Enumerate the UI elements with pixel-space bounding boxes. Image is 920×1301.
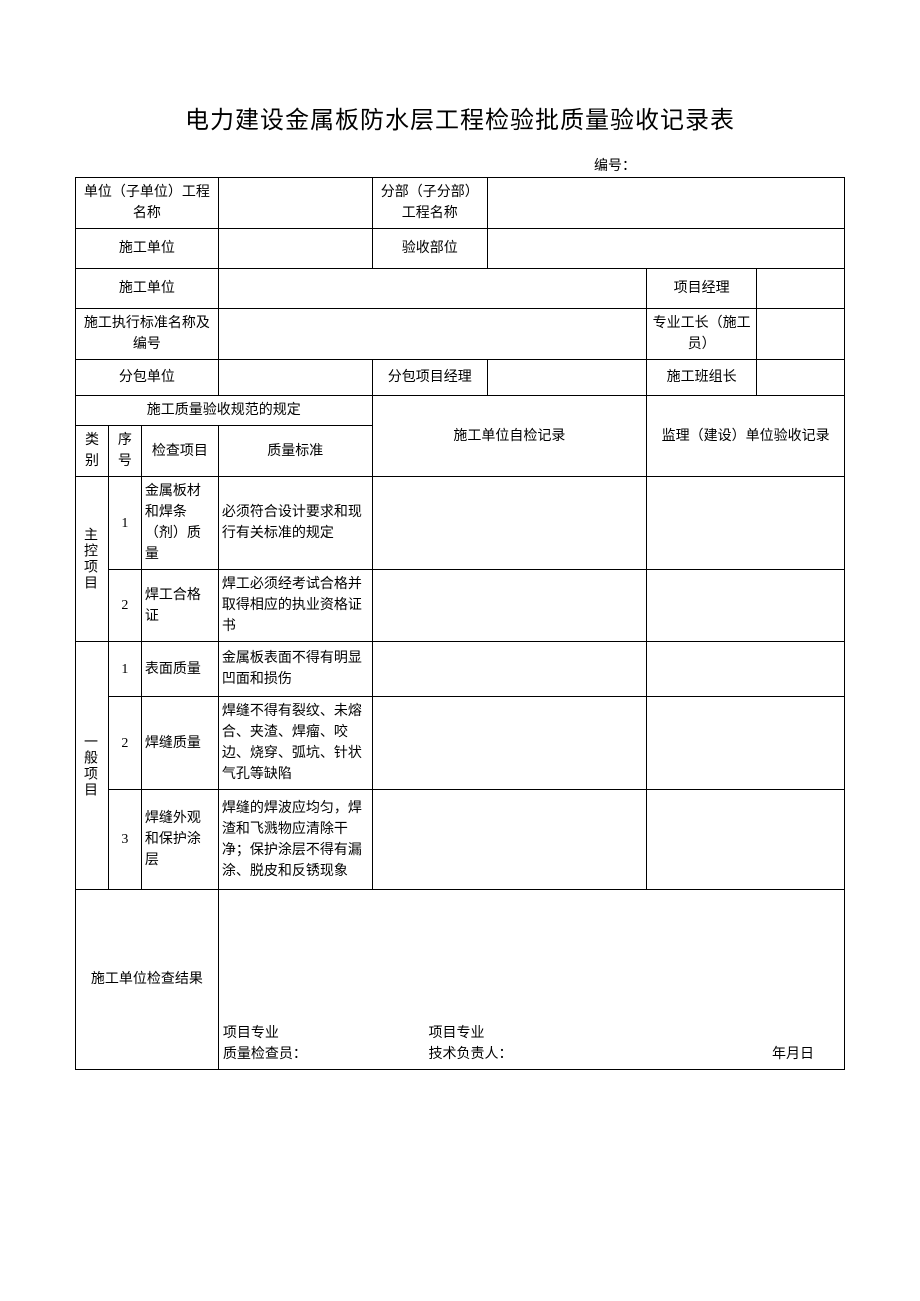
supervisor-check-header: 监理（建设）单位验收记录: [647, 396, 845, 477]
header-row-4: 施工执行标准名称及编号 专业工长（施工员）: [76, 309, 845, 360]
self-check-cell: [372, 477, 647, 570]
seq-cell: 2: [108, 570, 141, 642]
construction-unit-label: 施工单位: [76, 229, 219, 269]
item-cell: 金属板材和焊条（剂）质量: [141, 477, 218, 570]
supervisor-cell: [647, 477, 845, 570]
std-cell: 焊工必须经考试合格并取得相应的执业资格证书: [218, 570, 372, 642]
supervisor-cell: [647, 697, 845, 790]
std-cell: 焊缝不得有裂纹、未熔合、夹渣、焊瘤、咬边、烧穿、弧坑、针状气孔等缺陷: [218, 697, 372, 790]
tech-signature: 项目专业 技术负责人：: [429, 1023, 635, 1065]
project-manager-label: 项目经理: [647, 269, 757, 309]
std-cell: 焊缝的焊波应均匀，焊渣和飞溅物应清除干净；保护涂层不得有漏涂、脱皮和反锈现象: [218, 790, 372, 890]
doc-number-label: 编号：: [75, 155, 845, 175]
header-row-1: 单位（子单位）工程名称 分部（子分部）工程名称: [76, 178, 845, 229]
general-row-1: 一般项目 1 表面质量 金属板表面不得有明显凹面和损伤: [76, 642, 845, 697]
subcontractor-value: [218, 360, 372, 396]
sub-project-label: 分部（子分部）工程名称: [372, 178, 487, 229]
self-check-cell: [372, 570, 647, 642]
page-title: 电力建设金属板防水层工程检验批质量验收记录表: [75, 100, 845, 135]
quality-std-header: 质量标准: [218, 426, 372, 477]
spec-label: 施工质量验收规范的规定: [76, 396, 373, 426]
std-cell: 必须符合设计要求和现行有关标准的规定: [218, 477, 372, 570]
subcontractor-label: 分包单位: [76, 360, 219, 396]
seq-cell: 2: [108, 697, 141, 790]
main-row-1: 主控项目 1 金属板材和焊条（剂）质量 必须符合设计要求和现行有关标准的规定: [76, 477, 845, 570]
general-row-3: 3 焊缝外观和保护涂层 焊缝的焊波应均匀，焊渣和飞溅物应清除干净；保护涂层不得有…: [76, 790, 845, 890]
unit-project-label: 单位（子单位）工程名称: [76, 178, 219, 229]
standard-value: [218, 309, 646, 360]
foreman-value: [757, 309, 845, 360]
team-leader-value: [757, 360, 845, 396]
standard-label: 施工执行标准名称及编号: [76, 309, 219, 360]
sub-project-value: [487, 178, 844, 229]
supervisor-cell: [647, 570, 845, 642]
check-item-header: 检查项目: [141, 426, 218, 477]
std-cell: 金属板表面不得有明显凹面和损伤: [218, 642, 372, 697]
item-cell: 焊缝质量: [141, 697, 218, 790]
main-category-cell: 主控项目: [76, 477, 109, 642]
construction-unit-label2: 施工单位: [76, 269, 219, 309]
supervisor-cell: [647, 642, 845, 697]
project-manager-value: [757, 269, 845, 309]
team-leader-label: 施工班组长: [647, 360, 757, 396]
header-row-5: 分包单位 分包项目经理 施工班组长: [76, 360, 845, 396]
self-check-cell: [372, 790, 647, 890]
seq-cell: 1: [108, 477, 141, 570]
sub-pm-label: 分包项目经理: [372, 360, 487, 396]
footer-content: 项目专业 质量检查员： 项目专业 技术负责人： 年月日: [218, 890, 844, 1070]
general-row-2: 2 焊缝质量 焊缝不得有裂纹、未熔合、夹渣、焊瘤、咬边、烧穿、弧坑、针状气孔等缺…: [76, 697, 845, 790]
seq-cell: 3: [108, 790, 141, 890]
self-check-cell: [372, 642, 647, 697]
self-check-header: 施工单位自检记录: [372, 396, 647, 477]
seq-header: 序号: [108, 426, 141, 477]
main-row-2: 2 焊工合格证 焊工必须经考试合格并取得相应的执业资格证书: [76, 570, 845, 642]
item-cell: 焊工合格证: [141, 570, 218, 642]
construction-unit-value2: [218, 269, 646, 309]
header-row-3: 施工单位 项目经理: [76, 269, 845, 309]
main-table: 单位（子单位）工程名称 分部（子分部）工程名称 施工单位 验收部位 施工单位 项…: [75, 177, 845, 1070]
category-header: 类别: [76, 426, 109, 477]
acceptance-part-value: [487, 229, 844, 269]
qc-signature: 项目专业 质量检查员：: [223, 1023, 429, 1065]
supervisor-cell: [647, 790, 845, 890]
acceptance-part-label: 验收部位: [372, 229, 487, 269]
sub-pm-value: [487, 360, 646, 396]
general-category-cell: 一般项目: [76, 642, 109, 890]
unit-project-value: [218, 178, 372, 229]
item-cell: 焊缝外观和保护涂层: [141, 790, 218, 890]
footer-row: 施工单位检查结果 项目专业 质量检查员： 项目专业 技术负责人： 年月日: [76, 890, 845, 1070]
seq-cell: 1: [108, 642, 141, 697]
self-check-cell: [372, 697, 647, 790]
item-cell: 表面质量: [141, 642, 218, 697]
foreman-label: 专业工长（施工员）: [647, 309, 757, 360]
construction-unit-value: [218, 229, 372, 269]
date-label: 年月日: [772, 1044, 814, 1065]
result-label: 施工单位检查结果: [76, 890, 219, 1070]
subheader-row-1: 施工质量验收规范的规定 施工单位自检记录 监理（建设）单位验收记录: [76, 396, 845, 426]
header-row-2: 施工单位 验收部位: [76, 229, 845, 269]
